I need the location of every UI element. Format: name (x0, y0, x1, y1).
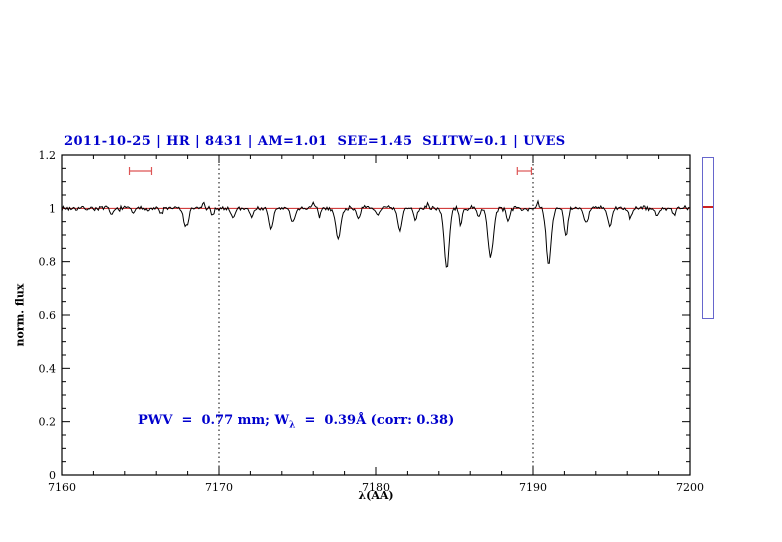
svg-text:1: 1 (49, 202, 56, 215)
svg-text:7190: 7190 (519, 481, 547, 494)
svg-text:1.2: 1.2 (39, 149, 57, 162)
svg-text:0.4: 0.4 (39, 362, 57, 375)
svg-text:0.6: 0.6 (39, 309, 57, 322)
scale-widget (702, 157, 714, 319)
annotation-sub-lambda: λ (289, 420, 296, 431)
svg-text:7200: 7200 (676, 481, 704, 494)
x-axis-label: λ(AA) (358, 489, 394, 502)
svg-text:7160: 7160 (48, 481, 76, 494)
pwv-annotation: PWV = 0.77 mm; Wλ = 0.39Å (corr: 0.38) (138, 413, 454, 431)
svg-text:0.2: 0.2 (39, 416, 57, 429)
svg-text:7180: 7180 (362, 481, 390, 494)
svg-text:0: 0 (49, 469, 56, 482)
svg-text:7170: 7170 (205, 481, 233, 494)
scale-widget-tick (703, 206, 713, 208)
annotation-pre: PWV = 0.77 mm; W (138, 413, 290, 428)
annotation-post: = 0.39Å (corr: 0.38) (295, 413, 455, 428)
svg-text:0.8: 0.8 (39, 256, 57, 269)
plot-title: 2011-10-25 | HR | 8431 | AM=1.01 SEE=1.4… (64, 134, 566, 149)
